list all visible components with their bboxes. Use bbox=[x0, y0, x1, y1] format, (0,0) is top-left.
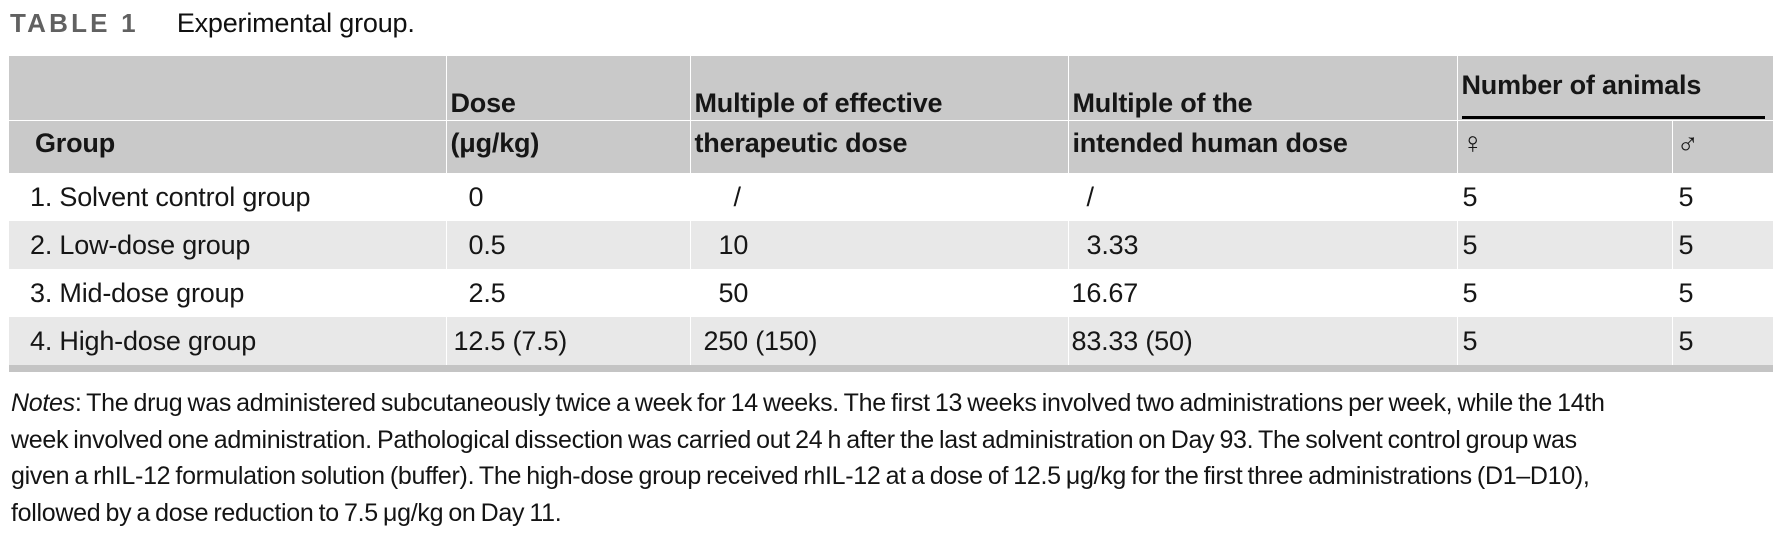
cell-male: 5 bbox=[1672, 221, 1773, 269]
cell-dose: 0.5 bbox=[446, 221, 691, 269]
header-human-dose-top: Multiple of the bbox=[1068, 56, 1458, 121]
header-effective-dose-top: Multiple of effective bbox=[690, 56, 1069, 121]
table-header: Dose Multiple of effective Multiple of t… bbox=[9, 56, 1773, 173]
header-dose-unit: (μg/kg) bbox=[446, 120, 691, 173]
table-row: 1. Solvent control group 0//5 5 bbox=[9, 173, 1773, 221]
cell-dose: 2.5 bbox=[446, 269, 691, 317]
cell-dose: 0 bbox=[446, 173, 691, 221]
header-dose-top: Dose bbox=[446, 56, 691, 121]
cell-group: 4. High-dose group bbox=[9, 317, 447, 365]
cell-female: 5 bbox=[1457, 269, 1673, 317]
female-symbol-icon: ♀ bbox=[1457, 120, 1673, 173]
table-body: 1. Solvent control group 0//5 5 2. Low-dose… bbox=[9, 173, 1773, 365]
cell-female: 5 bbox=[1457, 317, 1673, 365]
notes-line: week involved one administration. Pathol… bbox=[11, 425, 1577, 454]
table-bottom-border bbox=[9, 365, 1773, 372]
table-row: 4. High-dose group 12.5 (7.5) 250 (150) 83.… bbox=[9, 317, 1773, 365]
cell-mult-human: 16.67 bbox=[1068, 269, 1458, 317]
cell-male: 5 bbox=[1672, 317, 1773, 365]
cell-group: 1. Solvent control group bbox=[9, 173, 447, 221]
header-group: Group bbox=[9, 120, 447, 173]
notes-line: Notes: The drug was administered subcuta… bbox=[11, 389, 1605, 417]
cell-dose: 12.5 (7.5) bbox=[446, 317, 691, 365]
table-row: 2. Low-dose group 0.5 10 3.33 5 5 bbox=[9, 221, 1773, 269]
notes: Notes: The drug was administered subcuta… bbox=[11, 385, 1777, 531]
table-caption: Experimental group. bbox=[176, 8, 415, 38]
cell-mult-eff: 50 bbox=[690, 269, 1069, 317]
experimental-group-table: Dose Multiple of effective Multiple of t… bbox=[9, 56, 1773, 365]
cell-group: 3. Mid-dose group bbox=[9, 269, 447, 317]
table-row: 3. Mid-dose group 2.5 50 16.67 5 5 bbox=[9, 269, 1773, 317]
header-number-of-animals: Number of animals bbox=[1457, 56, 1773, 121]
male-symbol-icon: ♂ bbox=[1672, 120, 1773, 173]
header-human-dose-bottom: intended human dose bbox=[1068, 120, 1458, 173]
table-title: TABLE 1 Experimental group. bbox=[10, 8, 1773, 40]
cell-female: 5 bbox=[1457, 221, 1673, 269]
notes-line: followed by a dose reduction to 7.5 μg/k… bbox=[11, 498, 562, 527]
table-number-label: TABLE 1 bbox=[10, 8, 139, 38]
header-effective-dose-bottom: therapeutic dose bbox=[690, 120, 1069, 173]
header-group-spacer bbox=[9, 56, 447, 121]
cell-mult-human: 83.33 (50) bbox=[1068, 317, 1458, 365]
cell-male: 5 bbox=[1678, 277, 1694, 308]
number-of-animals-underline: Number of animals bbox=[1461, 70, 1765, 119]
cell-mult-eff: 250 (150) bbox=[690, 317, 1069, 365]
cell-group: 2. Low-dose group bbox=[9, 221, 447, 269]
header-row-top: Dose Multiple of effective Multiple of t… bbox=[9, 56, 1773, 121]
cell-mult-human: 3.33 bbox=[1068, 221, 1458, 269]
cell-female: 5 bbox=[1457, 173, 1673, 221]
cell-mult-eff: / bbox=[690, 173, 1069, 221]
notes-label: Notes bbox=[11, 389, 75, 417]
notes-line: given a rhIL-12 formulation solution (bu… bbox=[11, 462, 1590, 490]
cell-mult-human: / bbox=[1068, 173, 1458, 221]
cell-mult-eff: 10 bbox=[690, 221, 1069, 269]
cell-male: 5 bbox=[1678, 181, 1694, 212]
header-row-bottom: Group (μg/kg) therapeutic dose intended … bbox=[9, 120, 1773, 173]
